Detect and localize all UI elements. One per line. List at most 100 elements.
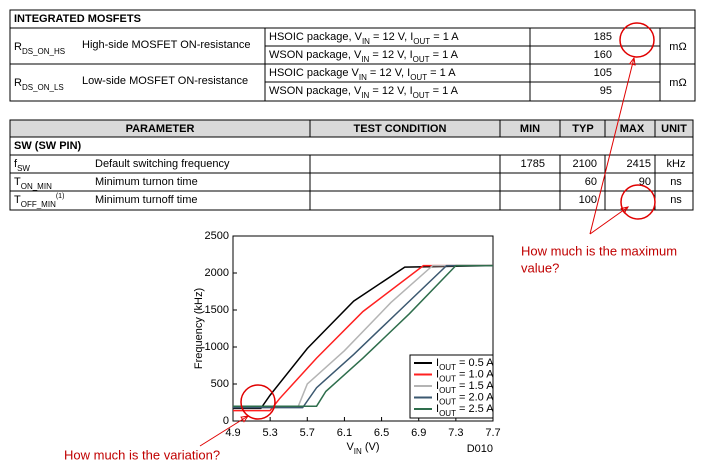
symbol: TOFF_MIN(1) [14,193,64,208]
series-line [233,264,493,412]
x-tick-label: 5.3 [262,427,277,439]
arrow-head [628,56,636,66]
text-part: = 12 V, I [369,85,412,97]
value: 185 [594,31,612,43]
arrow-head [240,415,250,423]
text-part: I [436,368,439,380]
text-part: DS_ON_LS [22,83,64,92]
text-part: OUT [413,91,430,100]
highlight-circle [240,384,276,420]
column-header: UNIT [661,123,687,135]
text-part: IN [361,55,369,64]
symbol: RDS_ON_HS [14,41,65,56]
text-part: T [14,176,21,188]
text-part: = 2.0 A [456,391,494,403]
text-part: = 1 A [430,85,459,97]
text-part: = 12 V, I [367,67,410,79]
text-part: I [436,380,439,392]
y-tick-label: 1500 [205,304,229,316]
header-fill [10,120,693,137]
x-tick-label: 5.7 [300,427,315,439]
text-part: DS_ON_HS [22,47,65,56]
note: (1) [56,193,65,200]
y-tick-label: 0 [223,415,229,427]
value: 1785 [521,158,545,170]
legend-label: IOUT = 1.5 A [436,380,494,395]
legend-label: IOUT = 0.5 A [436,357,494,372]
text-part: IN [354,447,362,456]
text-part: OUT [410,73,427,82]
arrow-line [589,206,629,235]
symbol: fSW [14,158,30,173]
y-tick-label: 2500 [205,230,229,242]
text-part: = 1 A [430,31,459,43]
text-part: (V) [362,441,380,453]
value: 2100 [573,158,597,170]
y-tick-label: 2000 [205,267,229,279]
text-part: R [14,77,22,89]
figure-id: D010 [467,443,493,455]
arrow-head [620,206,630,214]
text-part: V [346,441,354,453]
plot-frame [232,235,494,422]
text-part: = 2.5 A [456,403,494,415]
value: 2415 [627,158,651,170]
annotation: value? [521,260,559,275]
text-part: ON_MIN [21,182,52,191]
text-part: OUT [413,55,430,64]
y-tick-label: 1000 [205,341,229,353]
description: Default switching frequency [95,158,230,170]
text-part: = 0.5 A [456,357,494,369]
column-header: MIN [520,123,540,135]
text-part: = 1 A [427,67,456,79]
text-part: OUT [413,37,430,46]
text-part: OUT [439,374,456,383]
annotation: How much is the maximum [521,243,677,258]
highlight-circle [620,184,656,220]
text-part: I [436,403,439,415]
value: 60 [585,176,597,188]
text-part: R [14,41,22,53]
column-header: PARAMETER [126,123,195,135]
value: 160 [594,49,612,61]
description: Low-side MOSFET ON-resistance [82,75,248,87]
text-part: = 12 V, I [370,31,413,43]
unit: ns [670,176,682,188]
x-tick-label: 6.1 [337,427,352,439]
value: 100 [579,194,597,206]
symbol: TON_MIN [14,176,52,191]
value: 95 [600,85,612,97]
test-condition: WSON package, VIN = 12 V, IOUT = 1 A [269,49,459,64]
description: Minimum turnoff time [95,194,198,206]
annotation: How much is the variation? [64,447,220,462]
text-part: OUT [439,363,456,372]
column-header: TYP [572,123,593,135]
text-part: I [436,357,439,369]
column-header: TEST CONDITION [354,123,447,135]
x-tick-label: 4.9 [225,427,240,439]
text-part: OUT [439,397,456,406]
x-axis-label: VIN (V) [346,441,379,456]
unit: mΩ [669,77,686,89]
x-tick-label: 6.9 [411,427,426,439]
text-part: SW [17,164,30,173]
text-part: IN [359,73,367,82]
x-tick-label: 7.7 [485,427,500,439]
text-part: OUT [439,386,456,395]
legend-label: IOUT = 2.5 A [436,403,494,418]
column-header: MAX [620,123,645,135]
text-part: f [14,158,18,170]
x-tick-label: 6.5 [374,427,389,439]
text-part: = 1.5 A [456,380,494,392]
y-axis-label: Frequency (kHz) [193,288,205,369]
unit: mΩ [669,41,686,53]
text-part: WSON package, V [269,49,362,61]
table1-title: INTEGRATED MOSFETS [14,13,141,25]
value: 105 [594,67,612,79]
text-part: OFF_MIN [21,200,56,209]
y-tick-label: 500 [211,378,229,390]
arrow-line [199,415,249,447]
table-lines [10,27,695,210]
description: Minimum turnon time [95,176,198,188]
